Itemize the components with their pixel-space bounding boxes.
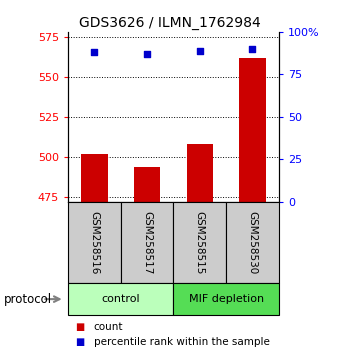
Bar xyxy=(239,57,266,202)
Bar xyxy=(173,283,279,315)
Text: MIF depletion: MIF depletion xyxy=(189,294,264,304)
Text: control: control xyxy=(101,294,140,304)
Bar xyxy=(173,202,226,283)
Text: ■: ■ xyxy=(75,322,84,332)
Bar xyxy=(81,154,107,202)
Text: GSM258530: GSM258530 xyxy=(248,211,257,274)
Text: count: count xyxy=(94,322,123,332)
Text: protocol: protocol xyxy=(3,293,52,306)
Text: ■: ■ xyxy=(75,337,84,347)
Bar xyxy=(226,202,279,283)
Bar xyxy=(187,144,213,202)
Point xyxy=(197,48,202,53)
Point xyxy=(250,46,255,52)
Bar xyxy=(134,166,160,202)
Text: percentile rank within the sample: percentile rank within the sample xyxy=(94,337,269,347)
Text: GSM258515: GSM258515 xyxy=(195,211,205,274)
Point xyxy=(144,51,150,57)
Text: GDS3626 / ILMN_1762984: GDS3626 / ILMN_1762984 xyxy=(79,16,261,30)
Bar xyxy=(68,202,121,283)
Text: GSM258516: GSM258516 xyxy=(89,211,99,274)
Bar xyxy=(68,283,173,315)
Text: GSM258517: GSM258517 xyxy=(142,211,152,274)
Bar xyxy=(121,202,173,283)
Point xyxy=(91,50,97,55)
